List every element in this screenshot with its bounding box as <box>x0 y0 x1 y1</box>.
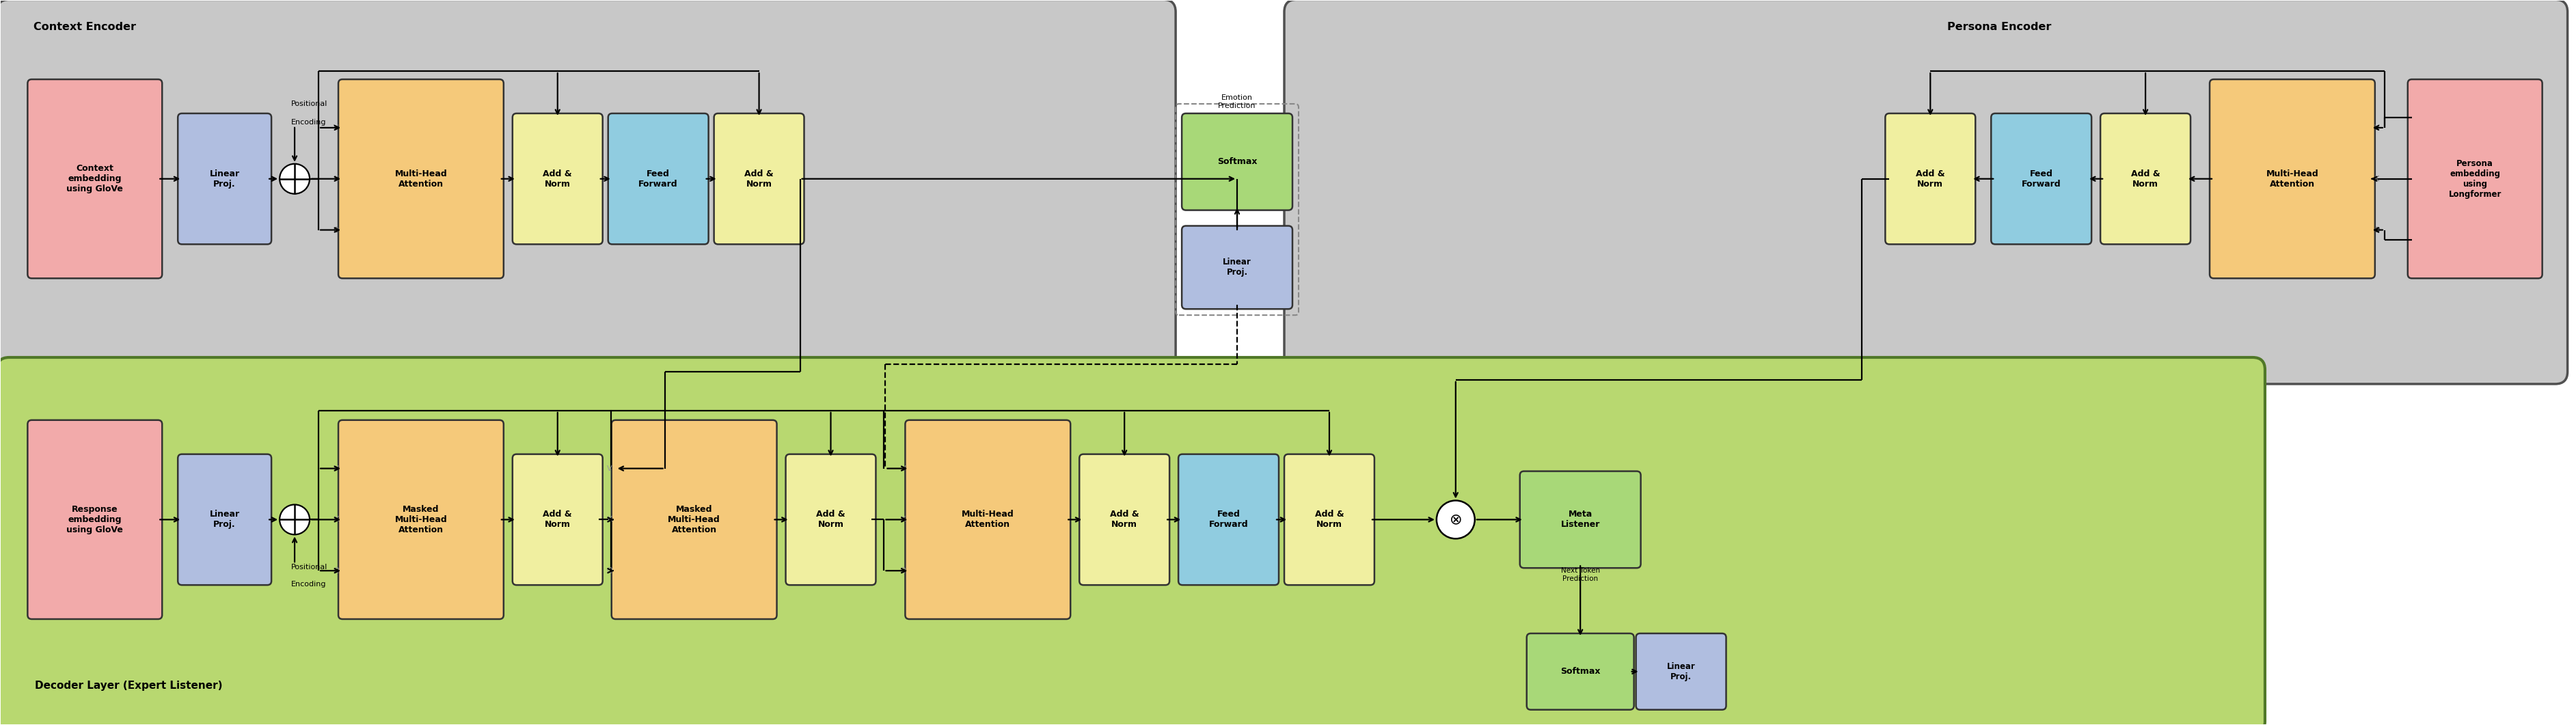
Text: Persona Encoder: Persona Encoder <box>1947 22 2050 33</box>
FancyBboxPatch shape <box>1182 113 1293 210</box>
FancyBboxPatch shape <box>1886 113 1976 244</box>
Text: V: V <box>335 465 340 472</box>
FancyBboxPatch shape <box>337 420 505 619</box>
FancyBboxPatch shape <box>178 113 270 244</box>
Text: Q: Q <box>332 226 340 233</box>
Text: Next Token
Prediction: Next Token Prediction <box>1561 567 1600 582</box>
Text: Multi-Head
Attention: Multi-Head Attention <box>394 169 448 188</box>
Text: Add &
Norm: Add & Norm <box>1110 510 1139 529</box>
Text: Add &
Norm: Add & Norm <box>817 510 845 529</box>
FancyBboxPatch shape <box>0 357 2264 725</box>
Text: Add &
Norm: Add & Norm <box>1917 169 1945 188</box>
Text: Softmax: Softmax <box>1216 157 1257 166</box>
Text: V: V <box>608 465 613 472</box>
Text: Positional: Positional <box>291 564 327 571</box>
Text: Add &
Norm: Add & Norm <box>1314 510 1345 529</box>
Text: Linear
Proj.: Linear Proj. <box>1667 662 1695 681</box>
Text: Context Encoder: Context Encoder <box>33 22 137 33</box>
Text: Meta
Listener: Meta Listener <box>1561 510 1600 529</box>
Text: Encoding: Encoding <box>291 581 327 588</box>
Text: Add &
Norm: Add & Norm <box>744 169 773 188</box>
FancyBboxPatch shape <box>786 454 876 585</box>
Circle shape <box>1437 500 1476 539</box>
FancyBboxPatch shape <box>1520 471 1641 568</box>
Text: Response
embedding
using GloVe: Response embedding using GloVe <box>67 505 124 534</box>
FancyBboxPatch shape <box>611 420 778 619</box>
FancyBboxPatch shape <box>1079 454 1170 585</box>
FancyBboxPatch shape <box>2099 113 2190 244</box>
Text: Q: Q <box>899 567 907 574</box>
Text: Softmax: Softmax <box>1561 667 1600 676</box>
Text: Decoder Layer (Expert Listener): Decoder Layer (Expert Listener) <box>36 680 222 691</box>
Text: V: V <box>335 124 340 131</box>
Text: K: K <box>2375 175 2380 182</box>
Text: K: K <box>335 175 340 182</box>
FancyBboxPatch shape <box>608 113 708 244</box>
Text: Persona
embedding
using
Longformer: Persona embedding using Longformer <box>2450 159 2501 199</box>
FancyBboxPatch shape <box>2409 79 2543 278</box>
Text: Multi-Head
Attention: Multi-Head Attention <box>961 510 1015 529</box>
FancyBboxPatch shape <box>513 454 603 585</box>
Text: Add &
Norm: Add & Norm <box>544 169 572 188</box>
Text: K: K <box>902 516 907 523</box>
Text: Linear
Proj.: Linear Proj. <box>209 169 240 188</box>
Text: Masked
Multi-Head
Attention: Masked Multi-Head Attention <box>394 505 448 534</box>
Text: V: V <box>2375 124 2380 131</box>
Ellipse shape <box>281 164 309 194</box>
Text: Feed
Forward: Feed Forward <box>639 169 677 188</box>
FancyBboxPatch shape <box>1528 634 1633 710</box>
Text: K: K <box>608 516 613 523</box>
Text: Add &
Norm: Add & Norm <box>544 510 572 529</box>
FancyBboxPatch shape <box>1991 113 2092 244</box>
Text: Emotion
Prediction: Emotion Prediction <box>1218 94 1257 109</box>
Ellipse shape <box>281 505 309 534</box>
Text: Q: Q <box>2375 226 2380 233</box>
Text: Linear
Proj.: Linear Proj. <box>209 510 240 529</box>
Text: Linear
Proj.: Linear Proj. <box>1224 258 1252 277</box>
FancyBboxPatch shape <box>2210 79 2375 278</box>
FancyBboxPatch shape <box>1285 454 1376 585</box>
FancyBboxPatch shape <box>28 79 162 278</box>
FancyBboxPatch shape <box>1285 0 2568 384</box>
Text: Encoding: Encoding <box>291 119 327 125</box>
Text: Add &
Norm: Add & Norm <box>2130 169 2161 188</box>
Text: V: V <box>902 465 907 472</box>
Text: Masked
Multi-Head
Attention: Masked Multi-Head Attention <box>667 505 721 534</box>
Text: Context
embedding
using GloVe: Context embedding using GloVe <box>67 164 124 194</box>
Text: Multi-Head
Attention: Multi-Head Attention <box>2267 169 2318 188</box>
FancyBboxPatch shape <box>714 113 804 244</box>
FancyBboxPatch shape <box>337 79 505 278</box>
FancyBboxPatch shape <box>1177 454 1278 585</box>
FancyBboxPatch shape <box>904 420 1072 619</box>
FancyBboxPatch shape <box>1182 226 1293 309</box>
FancyBboxPatch shape <box>0 0 1175 384</box>
Text: Q: Q <box>605 567 613 574</box>
FancyBboxPatch shape <box>513 113 603 244</box>
FancyBboxPatch shape <box>178 454 270 585</box>
Text: Feed
Forward: Feed Forward <box>1208 510 1249 529</box>
Text: Feed
Forward: Feed Forward <box>2022 169 2061 188</box>
FancyBboxPatch shape <box>28 420 162 619</box>
Text: K: K <box>335 516 340 523</box>
FancyBboxPatch shape <box>1636 634 1726 710</box>
Text: ⊗: ⊗ <box>1450 513 1463 526</box>
Text: Q: Q <box>332 567 340 574</box>
Text: Positional: Positional <box>291 101 327 107</box>
